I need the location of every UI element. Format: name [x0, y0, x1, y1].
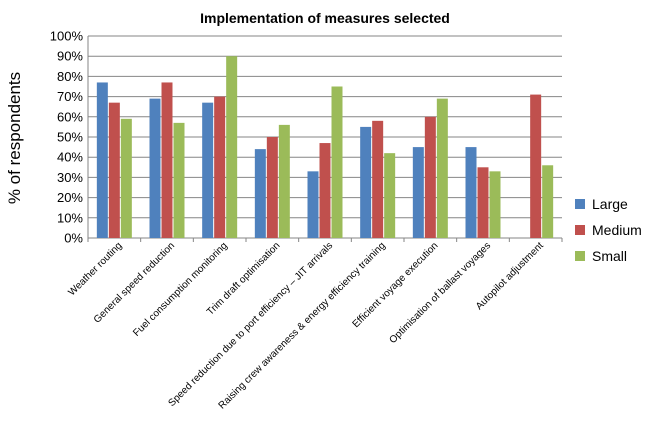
y-tick-label: 90% — [57, 49, 83, 64]
y-tick-label: 30% — [57, 170, 83, 185]
bar-medium — [424, 116, 436, 238]
legend-swatch-small — [575, 251, 585, 261]
bar-large — [360, 126, 372, 238]
legend-swatch-large — [575, 199, 585, 209]
bar-medium — [214, 96, 226, 238]
legend-label-small: Small — [592, 248, 627, 264]
bar-medium — [161, 82, 173, 239]
y-tick-label: 40% — [57, 150, 83, 165]
bar-large — [96, 82, 108, 239]
y-tick-label: 0% — [64, 231, 83, 246]
x-category-label: Weather routing — [66, 240, 124, 298]
y-tick-label: 20% — [57, 190, 83, 205]
bar-small — [331, 86, 343, 238]
bar-large — [254, 149, 266, 238]
chart-title: Implementation of measures selected — [200, 10, 450, 26]
legend: Large Medium Small — [575, 196, 642, 264]
bar-small — [384, 153, 396, 238]
x-category-label: Optimisation of ballast voyages — [387, 240, 493, 346]
bar-medium — [108, 102, 120, 238]
bar-small — [489, 171, 501, 238]
y-axis-ticks: 0% 10% 20% 30% 40% 50% 60% 70% 80% 90% 100% — [50, 29, 84, 246]
legend-swatch-medium — [575, 225, 585, 235]
bar-medium — [319, 143, 331, 238]
bar-medium — [477, 167, 489, 238]
bar-small — [173, 122, 185, 238]
y-tick-label: 100% — [50, 29, 84, 44]
bar-small — [436, 98, 448, 239]
bar-medium — [372, 120, 384, 238]
x-category-label: Efficient voyage execution — [351, 240, 441, 330]
bar-large — [149, 98, 161, 239]
y-tick-label: 70% — [57, 89, 83, 104]
bar-small — [278, 124, 290, 238]
bar-small — [226, 56, 238, 239]
bar-large — [412, 147, 424, 238]
y-tick-label: 50% — [57, 130, 83, 145]
bar-large — [307, 171, 319, 238]
y-tick-label: 10% — [57, 210, 83, 225]
bar-large — [202, 102, 214, 238]
bar-small — [542, 165, 554, 238]
y-axis-label: % of respondents — [5, 72, 24, 204]
bar-medium — [530, 94, 542, 238]
y-tick-label: 60% — [57, 109, 83, 124]
bar-small — [120, 118, 132, 238]
y-tick-label: 80% — [57, 69, 83, 84]
x-category-label: Fuel consumption monitoring — [131, 240, 230, 339]
bars — [96, 56, 554, 239]
legend-label-large: Large — [592, 196, 628, 212]
bar-medium — [266, 137, 278, 238]
bar-large — [465, 147, 477, 238]
legend-label-medium: Medium — [592, 222, 642, 238]
